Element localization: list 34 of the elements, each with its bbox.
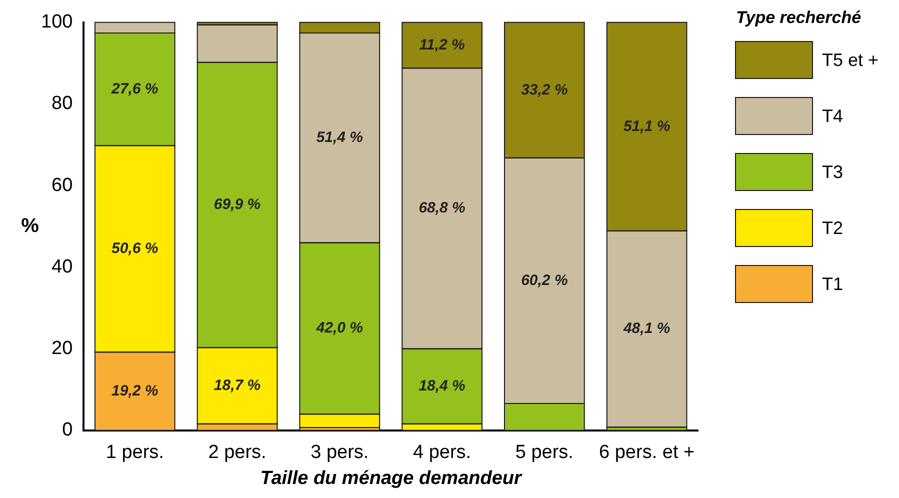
y-tick-label: 80 [52, 93, 73, 114]
x-tick-label: 4 pers. [412, 442, 472, 464]
data-label: 18,7 % [214, 376, 261, 394]
data-label: 18,4 % [418, 377, 466, 394]
data-label: 27,6 % [110, 80, 158, 98]
data-label: 51,1 % [623, 118, 670, 135]
legend-label: T4 [822, 106, 844, 126]
y-axis-title: % [21, 214, 40, 237]
x-tick-label: 5 pers. [515, 442, 574, 464]
x-axis-title: Taille du ménage demandeur [260, 468, 524, 489]
data-label: 51,4 % [316, 129, 364, 146]
data-label: 69,9 % [214, 196, 261, 214]
x-tick-label: 1 pers. [106, 442, 164, 464]
data-label: 42,0 % [315, 320, 364, 337]
y-tick-label: 20 [52, 338, 73, 360]
data-label: 50,6 % [112, 240, 158, 257]
y-tick-label: 60 [52, 174, 73, 196]
legend-title: Type recherché [736, 8, 862, 28]
data-label: 19,2 % [112, 382, 158, 400]
x-tick-label: 6 pers. et + [599, 442, 695, 464]
data-label: 60,2 % [521, 272, 568, 289]
legend-label: T1 [822, 274, 844, 294]
y-tick-label: 0 [62, 420, 73, 441]
data-label: 48,1 % [622, 320, 670, 338]
x-tick-label: 2 pers. [208, 442, 266, 464]
y-tick-label: 40 [52, 256, 73, 278]
x-tick-label: 3 pers. [310, 442, 369, 464]
data-label: 33,2 % [521, 81, 568, 98]
data-label: 68,8 % [418, 200, 466, 217]
legend-label: T2 [822, 218, 844, 238]
y-tick-label: 100 [41, 12, 73, 33]
data-label: 11,2 % [419, 36, 465, 54]
legend-label: T5 et + [822, 50, 879, 70]
legend-label: T3 [822, 162, 844, 182]
